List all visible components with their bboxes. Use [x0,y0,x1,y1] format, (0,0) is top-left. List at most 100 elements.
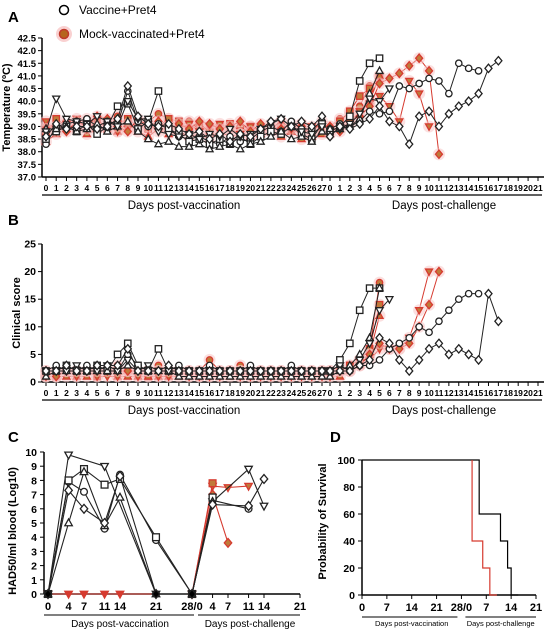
data-point-vaccine-triangle-down [99,462,110,472]
x-tick-label: 0 [328,388,333,398]
y-tick-label: 38.0 [18,147,37,158]
x-axis-label-vaccination: Days post-vaccination [128,405,241,417]
data-point-vaccine-circle [445,89,453,98]
data-point-vaccine-diamond [394,354,404,366]
data-point-vaccine-diamond [484,288,493,299]
data-point-vaccine-circle [365,107,374,116]
x-tick-label: 4 [367,388,372,398]
y-tick-label: 40.0 [18,97,37,108]
y-tick-label: 10 [24,321,36,333]
y-tick-label: 42.0 [18,46,37,57]
y-tick-label: 41.5 [18,59,37,70]
x-tick-label: 8 [407,183,412,193]
x-tick-label: 15 [474,388,484,398]
x-tick-label: 1 [338,183,343,193]
x-tick-label: 7 [115,388,120,398]
x-tick-label: 6 [105,183,110,193]
data-point-vaccine-triangle-up [374,282,385,292]
data-point-mock-triangle-down [63,590,74,600]
data-point-vaccine-circle [435,77,443,85]
data-point-vaccine-diamond [164,118,174,130]
x-tick-label: 16 [205,183,215,193]
data-point-vaccine-square [365,59,374,68]
x-tick-label: 26 [307,388,317,398]
data-point-mock-diamond [424,299,434,310]
data-point-mock-diamond [375,78,384,89]
data-point-vaccine-triangle-down [63,451,74,461]
y-tick-label: 0 [30,377,36,389]
x-tick-label: 14 [464,183,474,193]
y-axis-label: HAD50/ml blood (Log10) [7,467,19,595]
data-point-vaccine-diamond [414,354,424,366]
data-point-vaccine-circle [464,289,473,298]
data-point-vaccine-diamond [113,360,122,371]
x-tick-label: 13 [454,183,464,193]
data-point-vaccine-square [100,480,109,489]
data-point-vaccine-diamond [444,349,454,360]
data-point-vaccine-triangle-up [153,138,164,148]
data-point-vaccine-diamond [434,338,444,349]
data-point-vaccine-diamond [365,113,374,125]
x-tick-label: 17 [494,388,504,398]
x-tick-label: 5 [377,388,382,398]
x-tick-label: 10 [143,388,153,398]
legend-marker-vaccine [58,4,70,16]
data-point-vaccine-diamond [215,128,225,140]
data-point-vaccine-diamond [385,116,394,127]
x-tick-label: 15 [195,388,205,398]
x-tick-label: 20 [523,388,533,398]
data-point-vaccine-circle [464,64,473,73]
x-tick-label: 21 [256,183,266,193]
y-tick-label: 15 [24,294,36,306]
y-tick-label: 40 [343,536,355,548]
y-tick-label: 38.5 [18,135,37,146]
x-tick-label: 21 [530,602,542,614]
data-point-vaccine-diamond [72,365,82,377]
y-axis-label: Temperature (ºC) [1,63,13,151]
x-tick-label: 23 [276,183,286,193]
y-tick-label: 0 [349,590,355,602]
x-tick-label: 20 [523,183,533,193]
x-tick-label: 21 [533,388,543,398]
data-point-vaccine-diamond [207,499,218,510]
data-point-vaccine-diamond [256,365,266,377]
x-tick-label: 18 [504,388,514,398]
data-point-vaccine-circle [395,339,404,348]
data-point-vaccine-diamond [123,80,133,92]
x-tick-label: 4 [66,601,73,613]
data-point-mock-square [375,300,384,309]
x-tick-label: 24 [287,183,297,193]
y-tick-label: 80 [343,482,355,494]
data-point-vaccine-diamond [133,111,143,122]
x-tick-label: 11 [243,601,255,613]
x-tick-label: 9 [417,388,422,398]
data-point-vaccine-triangle-down [243,465,254,475]
data-point-mock-diamond [394,343,404,355]
panel-letter-c: C [8,429,19,446]
data-point-vaccine-square [151,533,161,542]
data-point-vaccine-diamond [355,118,365,130]
x-tick-label: 13 [174,388,184,398]
data-point-vaccine-circle [385,107,394,116]
x-tick-label: 9 [136,388,141,398]
x-tick-label: 0 [328,183,333,193]
x-tick-label: 4 [85,388,90,398]
x-tick-label: 10 [424,388,434,398]
y-axis-label: Clinical score [11,277,23,349]
x-tick-label: 2 [347,388,352,398]
series-vaccine-diamond [41,288,503,377]
x-tick-label: 25 [297,183,307,193]
data-point-mock-triangle-down [243,482,254,492]
data-point-vaccine-triangle-up [115,492,125,501]
data-point-vaccine-circle [474,289,483,298]
y-tick-label: 6 [31,504,37,516]
survival-curve-vaccine [362,459,519,596]
data-point-vaccine-circle [454,59,463,68]
x-tick-label: 9 [417,183,422,193]
x-tick-label: 16 [484,183,494,193]
x-tick-label: 16 [484,388,494,398]
series-line-vaccine-square [45,89,323,145]
x-tick-label: 9 [136,183,141,193]
